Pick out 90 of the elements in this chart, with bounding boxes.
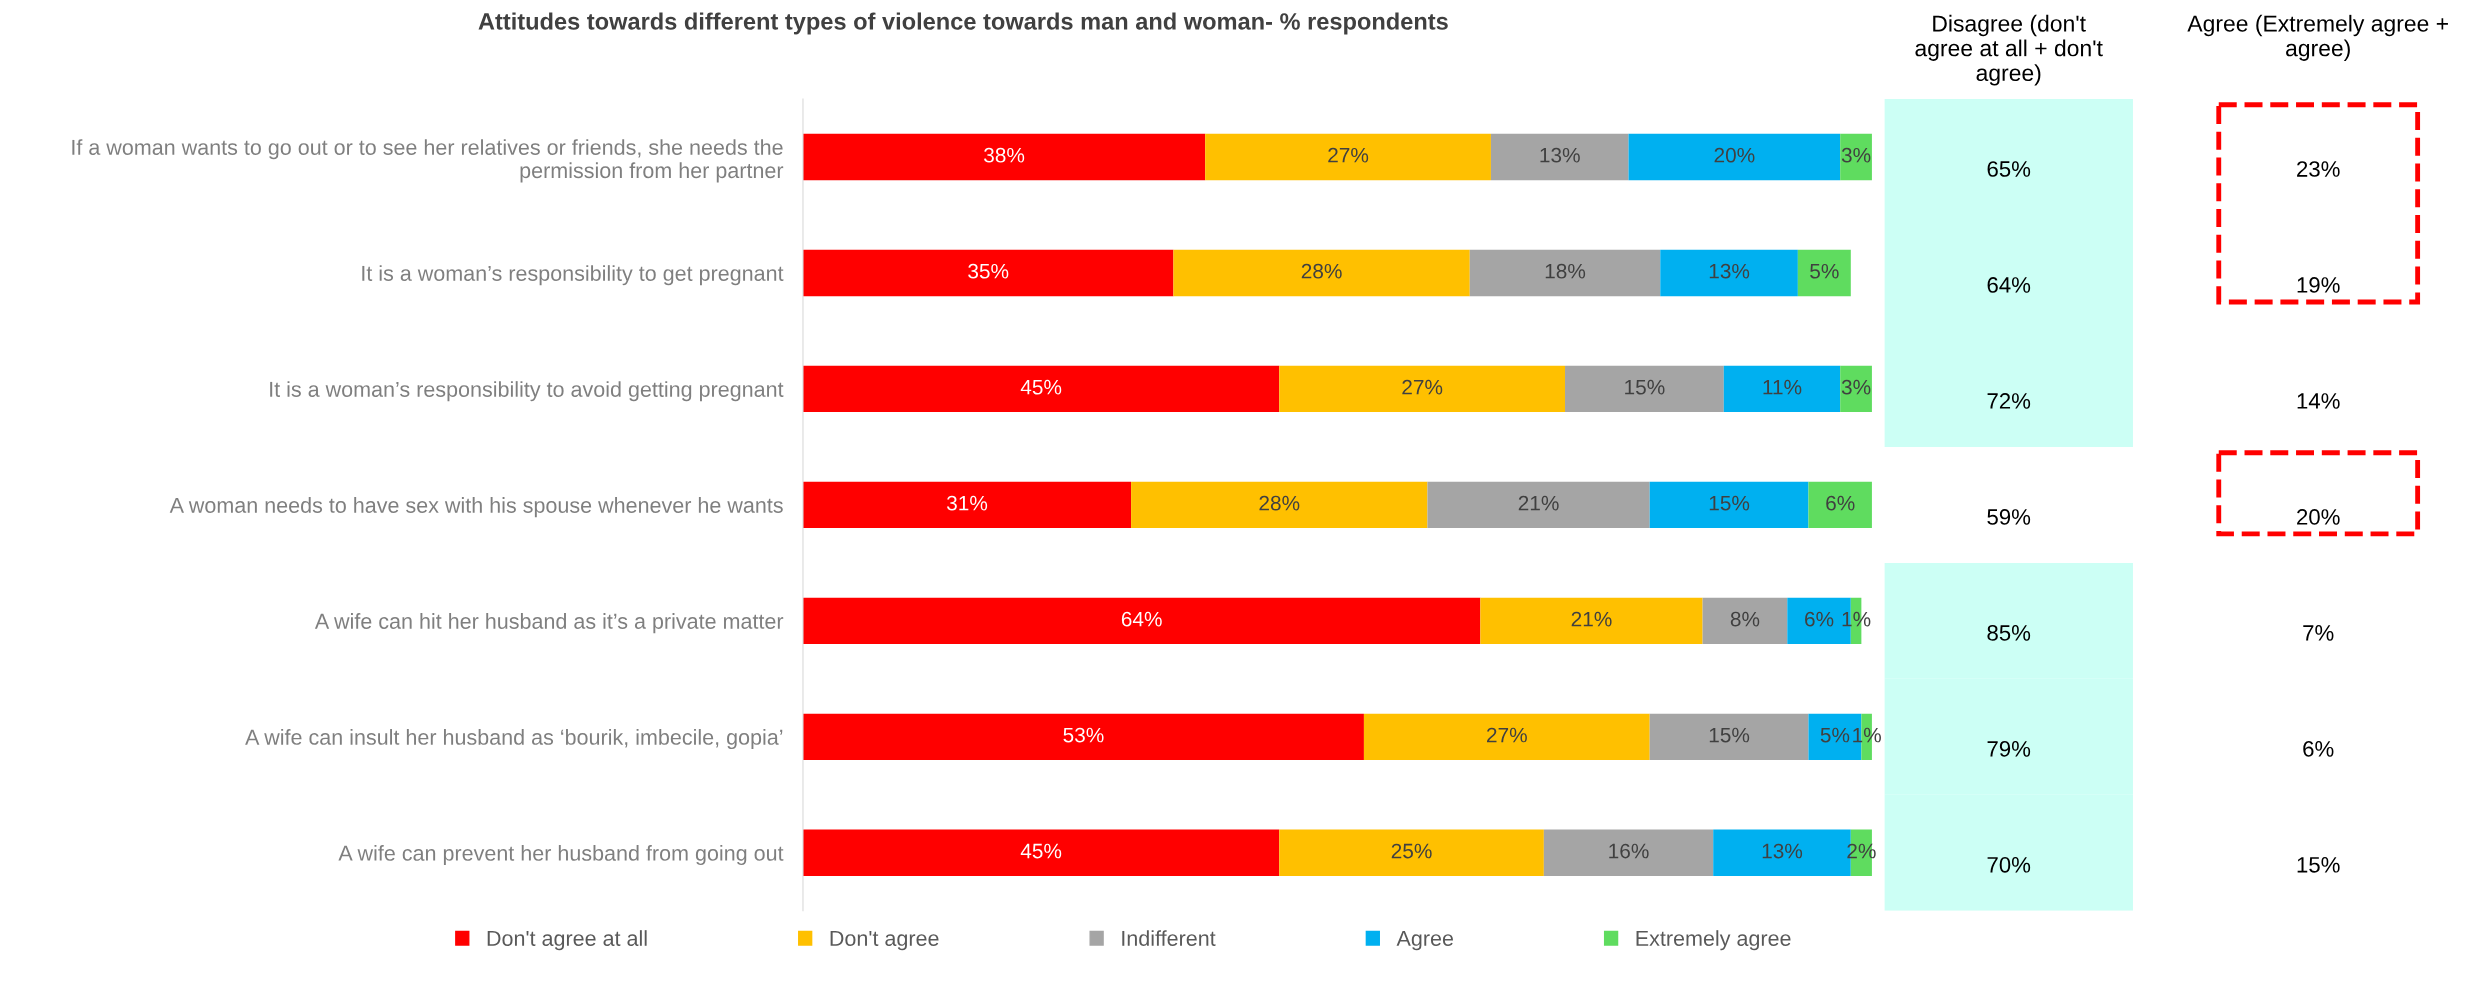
text: 70% — [1987, 856, 2031, 873]
bar — [1469, 249, 1661, 297]
text: 15% — [2297, 857, 2340, 873]
text: 14% — [2297, 393, 2340, 409]
data-label: 20% — [1714, 147, 1755, 163]
y-tick-label: If a woman wants to go out or to see her relatives or friends, she needs the permission from her partner — [72, 139, 784, 183]
bar — [1173, 249, 1470, 297]
y-tick-label: A woman needs to have sex with his spouse whenever he wants — [169, 497, 783, 518]
text: 19% — [2297, 277, 2340, 293]
data-label: 64% — [1121, 611, 1162, 627]
data-label: 15% — [1709, 727, 1750, 743]
legend-label: Indifferent — [1122, 930, 1216, 946]
y-tick-label: It is a woman’s responsibility to get pregnant — [362, 265, 784, 286]
bar — [1808, 481, 1872, 529]
text: 59% — [1987, 509, 2031, 525]
legend-label: Don't agree — [830, 930, 939, 951]
text: 72% — [1987, 393, 2031, 409]
data-label: 27% — [1328, 147, 1369, 163]
data-label: 21% — [1571, 611, 1612, 627]
text: 6% — [2303, 740, 2334, 757]
text: 79% — [1987, 740, 2031, 757]
bar — [1797, 249, 1851, 297]
bar — [1649, 713, 1809, 761]
text: 85% — [1987, 625, 2031, 641]
data-label: 11% — [1763, 379, 1802, 395]
data-label: 21% — [1518, 495, 1559, 511]
y-tick-label: A wife can insult her husband as ‘bourik, imbecile, gopia’ — [245, 729, 783, 750]
bar — [1543, 829, 1714, 877]
bar — [1565, 365, 1724, 413]
bar — [1649, 481, 1809, 529]
bar — [1480, 597, 1703, 645]
data-label: 6% — [1805, 611, 1834, 627]
bar — [1490, 133, 1629, 181]
data-label: 15% — [1709, 495, 1750, 511]
bar — [1427, 481, 1650, 529]
data-label: 28% — [1301, 263, 1342, 279]
bar — [1279, 829, 1544, 877]
legend-label: Extremely agree — [1636, 930, 1791, 951]
text: 7% — [2303, 625, 2334, 641]
data-label: 3% — [1841, 147, 1871, 163]
data-label: 1% — [1842, 611, 1871, 627]
bar — [802, 829, 1280, 877]
data-label: 28% — [1259, 495, 1300, 511]
bar — [802, 365, 1280, 413]
text: 20% — [2297, 509, 2340, 525]
data-label: 3% — [1841, 379, 1871, 395]
data-label: 8% — [1730, 611, 1760, 627]
text: Agree (Extremely agree + agree) — [2187, 14, 2448, 61]
y-tick-label: A wife can prevent her husband from going out — [338, 845, 784, 866]
bar — [1131, 481, 1428, 529]
data-label: 16% — [1609, 843, 1649, 859]
legend-label: Don't agree at all — [487, 930, 647, 951]
chart-title: Attitudes towards different types of violence towards man and woman- % respondents — [478, 12, 1448, 35]
text: 23% — [2297, 161, 2340, 177]
data-label: 13% — [1762, 843, 1803, 859]
text: 65% — [1987, 161, 2031, 177]
data-label: 45% — [1020, 379, 1062, 395]
bar — [1205, 133, 1491, 181]
data-label: 5% — [1820, 727, 1850, 743]
bar — [802, 713, 1364, 761]
y-tick-label: A wife can hit her husband as it’s a private matter — [314, 613, 784, 634]
legend-label: Agree — [1396, 930, 1453, 951]
text: 64% — [1987, 277, 2031, 293]
data-label: 31% — [946, 495, 988, 511]
data-label: 13% — [1540, 147, 1580, 163]
data-label: 35% — [968, 263, 1009, 279]
data-label: 18% — [1545, 263, 1586, 279]
data-label: 53% — [1063, 727, 1104, 743]
bar — [1660, 249, 1798, 297]
data-label: 13% — [1709, 263, 1750, 279]
bar — [1279, 365, 1566, 413]
bar — [1628, 133, 1841, 181]
data-label: 15% — [1625, 379, 1665, 395]
bar — [1723, 365, 1841, 413]
data-label: 38% — [984, 147, 1025, 163]
bar — [1363, 713, 1650, 761]
data-label: 27% — [1402, 379, 1443, 395]
data-label: 27% — [1487, 727, 1527, 743]
data-label: 25% — [1391, 843, 1432, 859]
y-tick-label: It is a woman’s responsibility to avoid getting pregnant — [270, 381, 784, 402]
data-label: 5% — [1810, 263, 1839, 279]
bar — [802, 249, 1174, 297]
text: Disagree (don't agree at all + don't agree) — [1915, 14, 2103, 86]
data-label: 6% — [1826, 495, 1855, 511]
data-label: 1% — [1853, 727, 1881, 743]
data-label: 45% — [1020, 843, 1062, 859]
bar — [802, 597, 1481, 645]
bar — [802, 481, 1132, 529]
bar — [1702, 597, 1788, 645]
bar — [802, 133, 1206, 181]
